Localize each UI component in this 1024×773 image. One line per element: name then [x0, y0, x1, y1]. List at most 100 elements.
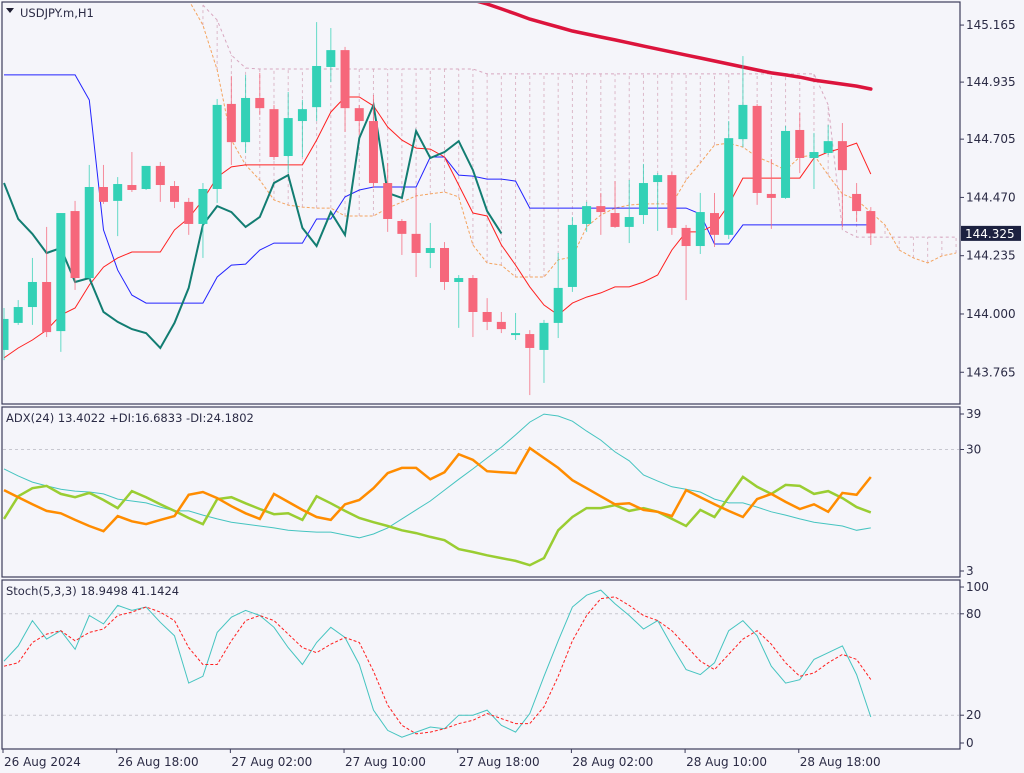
candle-body [27, 281, 37, 308]
candle-body [837, 141, 847, 171]
minus-di-line [3, 446, 872, 533]
candle-body [84, 187, 94, 279]
chikou-span-line [3, 101, 503, 350]
candle [610, 181, 620, 228]
candle-body [852, 193, 862, 212]
candle [624, 180, 634, 244]
adx-tick-label: 39 [966, 407, 981, 421]
candle-body [354, 108, 364, 122]
candle [269, 104, 279, 160]
time-tick-label: 27 Aug 10:00 [345, 755, 426, 769]
price-tick-label: 144.470 [966, 190, 1016, 204]
candle-body [724, 138, 734, 235]
stochastic-panel[interactable] [3, 589, 959, 738]
candle-body [582, 206, 592, 224]
candle [141, 165, 151, 190]
candle-body [610, 213, 620, 227]
symbol-label: USDJPY.m,H1 [20, 6, 94, 20]
candle [766, 158, 776, 229]
price-tick-label: 144.935 [966, 75, 1016, 89]
candle [397, 218, 407, 255]
candle [56, 213, 66, 352]
adx-tick-label: 30 [966, 443, 981, 457]
candle-body [738, 104, 748, 140]
candle [3, 308, 9, 361]
candle [852, 183, 862, 222]
candle-body [482, 311, 492, 322]
stoch-panel-frame [1, 579, 961, 750]
candle [98, 164, 108, 204]
current-price-label: 144.325 [965, 227, 1015, 241]
price-tick-label: 145.165 [966, 18, 1016, 32]
kijun-sen-line [4, 74, 871, 304]
panel-frames [1, 1, 961, 750]
candle [738, 56, 748, 148]
candle [866, 207, 876, 246]
candle-body [368, 121, 378, 184]
candle-body [411, 233, 421, 253]
candle [454, 275, 464, 328]
candle-body [638, 183, 648, 216]
candle [809, 132, 819, 189]
current-price-tag [961, 225, 1021, 241]
symbol-header[interactable]: USDJPY.m,H1 [6, 6, 94, 20]
candle-body [567, 224, 577, 287]
candle [596, 192, 606, 235]
candle [724, 121, 734, 240]
candle [70, 200, 80, 290]
candle [184, 197, 194, 235]
candle-body [539, 322, 549, 350]
price-panel[interactable] [0, 0, 957, 396]
candle-body [823, 141, 833, 154]
candle-body [255, 97, 265, 109]
triangle-down-icon[interactable] [6, 8, 14, 13]
candle-body [454, 278, 464, 282]
stoch-tick-label: 80 [966, 607, 981, 621]
candle-body [13, 307, 23, 323]
price-panel-frame [1, 1, 961, 405]
candle [482, 298, 492, 331]
candle [127, 152, 137, 192]
candle [84, 164, 94, 281]
candle-body [226, 103, 236, 143]
time-tick-label: 28 Aug 18:00 [800, 755, 881, 769]
candle-body [312, 65, 322, 108]
adx-panel[interactable] [3, 413, 959, 567]
candle [823, 125, 833, 156]
candle-body [383, 183, 393, 219]
candle [42, 226, 52, 338]
candle [226, 75, 236, 165]
candle-body [795, 129, 805, 158]
candle-body [511, 333, 521, 336]
candle-body [184, 201, 194, 224]
candle [553, 252, 563, 339]
candle-body [127, 185, 137, 190]
stoch-main-line [3, 589, 872, 738]
adx-panel-frame [1, 406, 961, 578]
time-tick-label: 28 Aug 02:00 [572, 755, 653, 769]
candle [255, 72, 265, 116]
candle [582, 201, 592, 232]
candle [340, 46, 350, 132]
candle [695, 192, 705, 254]
candle-body [297, 109, 307, 122]
candle [795, 113, 805, 174]
price-tick-label: 143.765 [966, 365, 1016, 379]
price-tick-label: 144.000 [966, 307, 1016, 321]
candle-body [141, 165, 151, 189]
stoch-signal-line [3, 596, 872, 735]
candle-body [425, 248, 435, 253]
candle [468, 275, 478, 338]
candle [354, 104, 364, 135]
candle-body [42, 281, 52, 333]
candle-body [98, 187, 108, 202]
candle-body [340, 50, 350, 109]
candle-body [553, 287, 563, 323]
plus-di-line [3, 475, 872, 567]
price-tick-label: 144.235 [966, 249, 1016, 263]
candle-body [326, 50, 336, 67]
candle-body [468, 278, 478, 312]
time-tick-label: 26 Aug 18:00 [118, 755, 199, 769]
candle [681, 224, 691, 301]
